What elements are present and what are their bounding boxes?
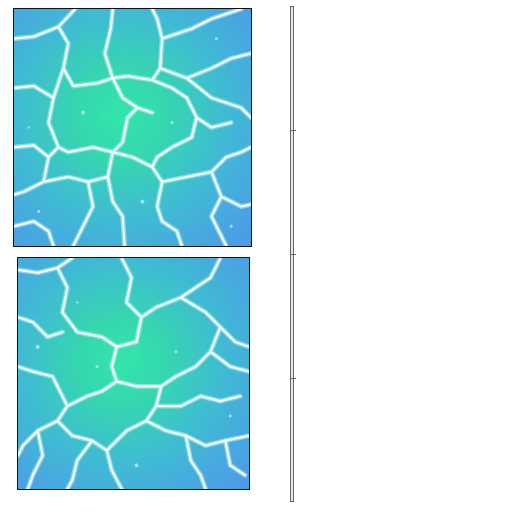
- texture-panel-top: [13, 8, 252, 247]
- crack-pattern-top: [14, 9, 251, 246]
- scrollbar-tick: [290, 254, 296, 255]
- scrollbar-tick: [290, 130, 296, 131]
- scrollbar-tick: [290, 378, 296, 379]
- texture-panel-bottom: [17, 257, 250, 490]
- crack-pattern-bottom: [18, 258, 249, 489]
